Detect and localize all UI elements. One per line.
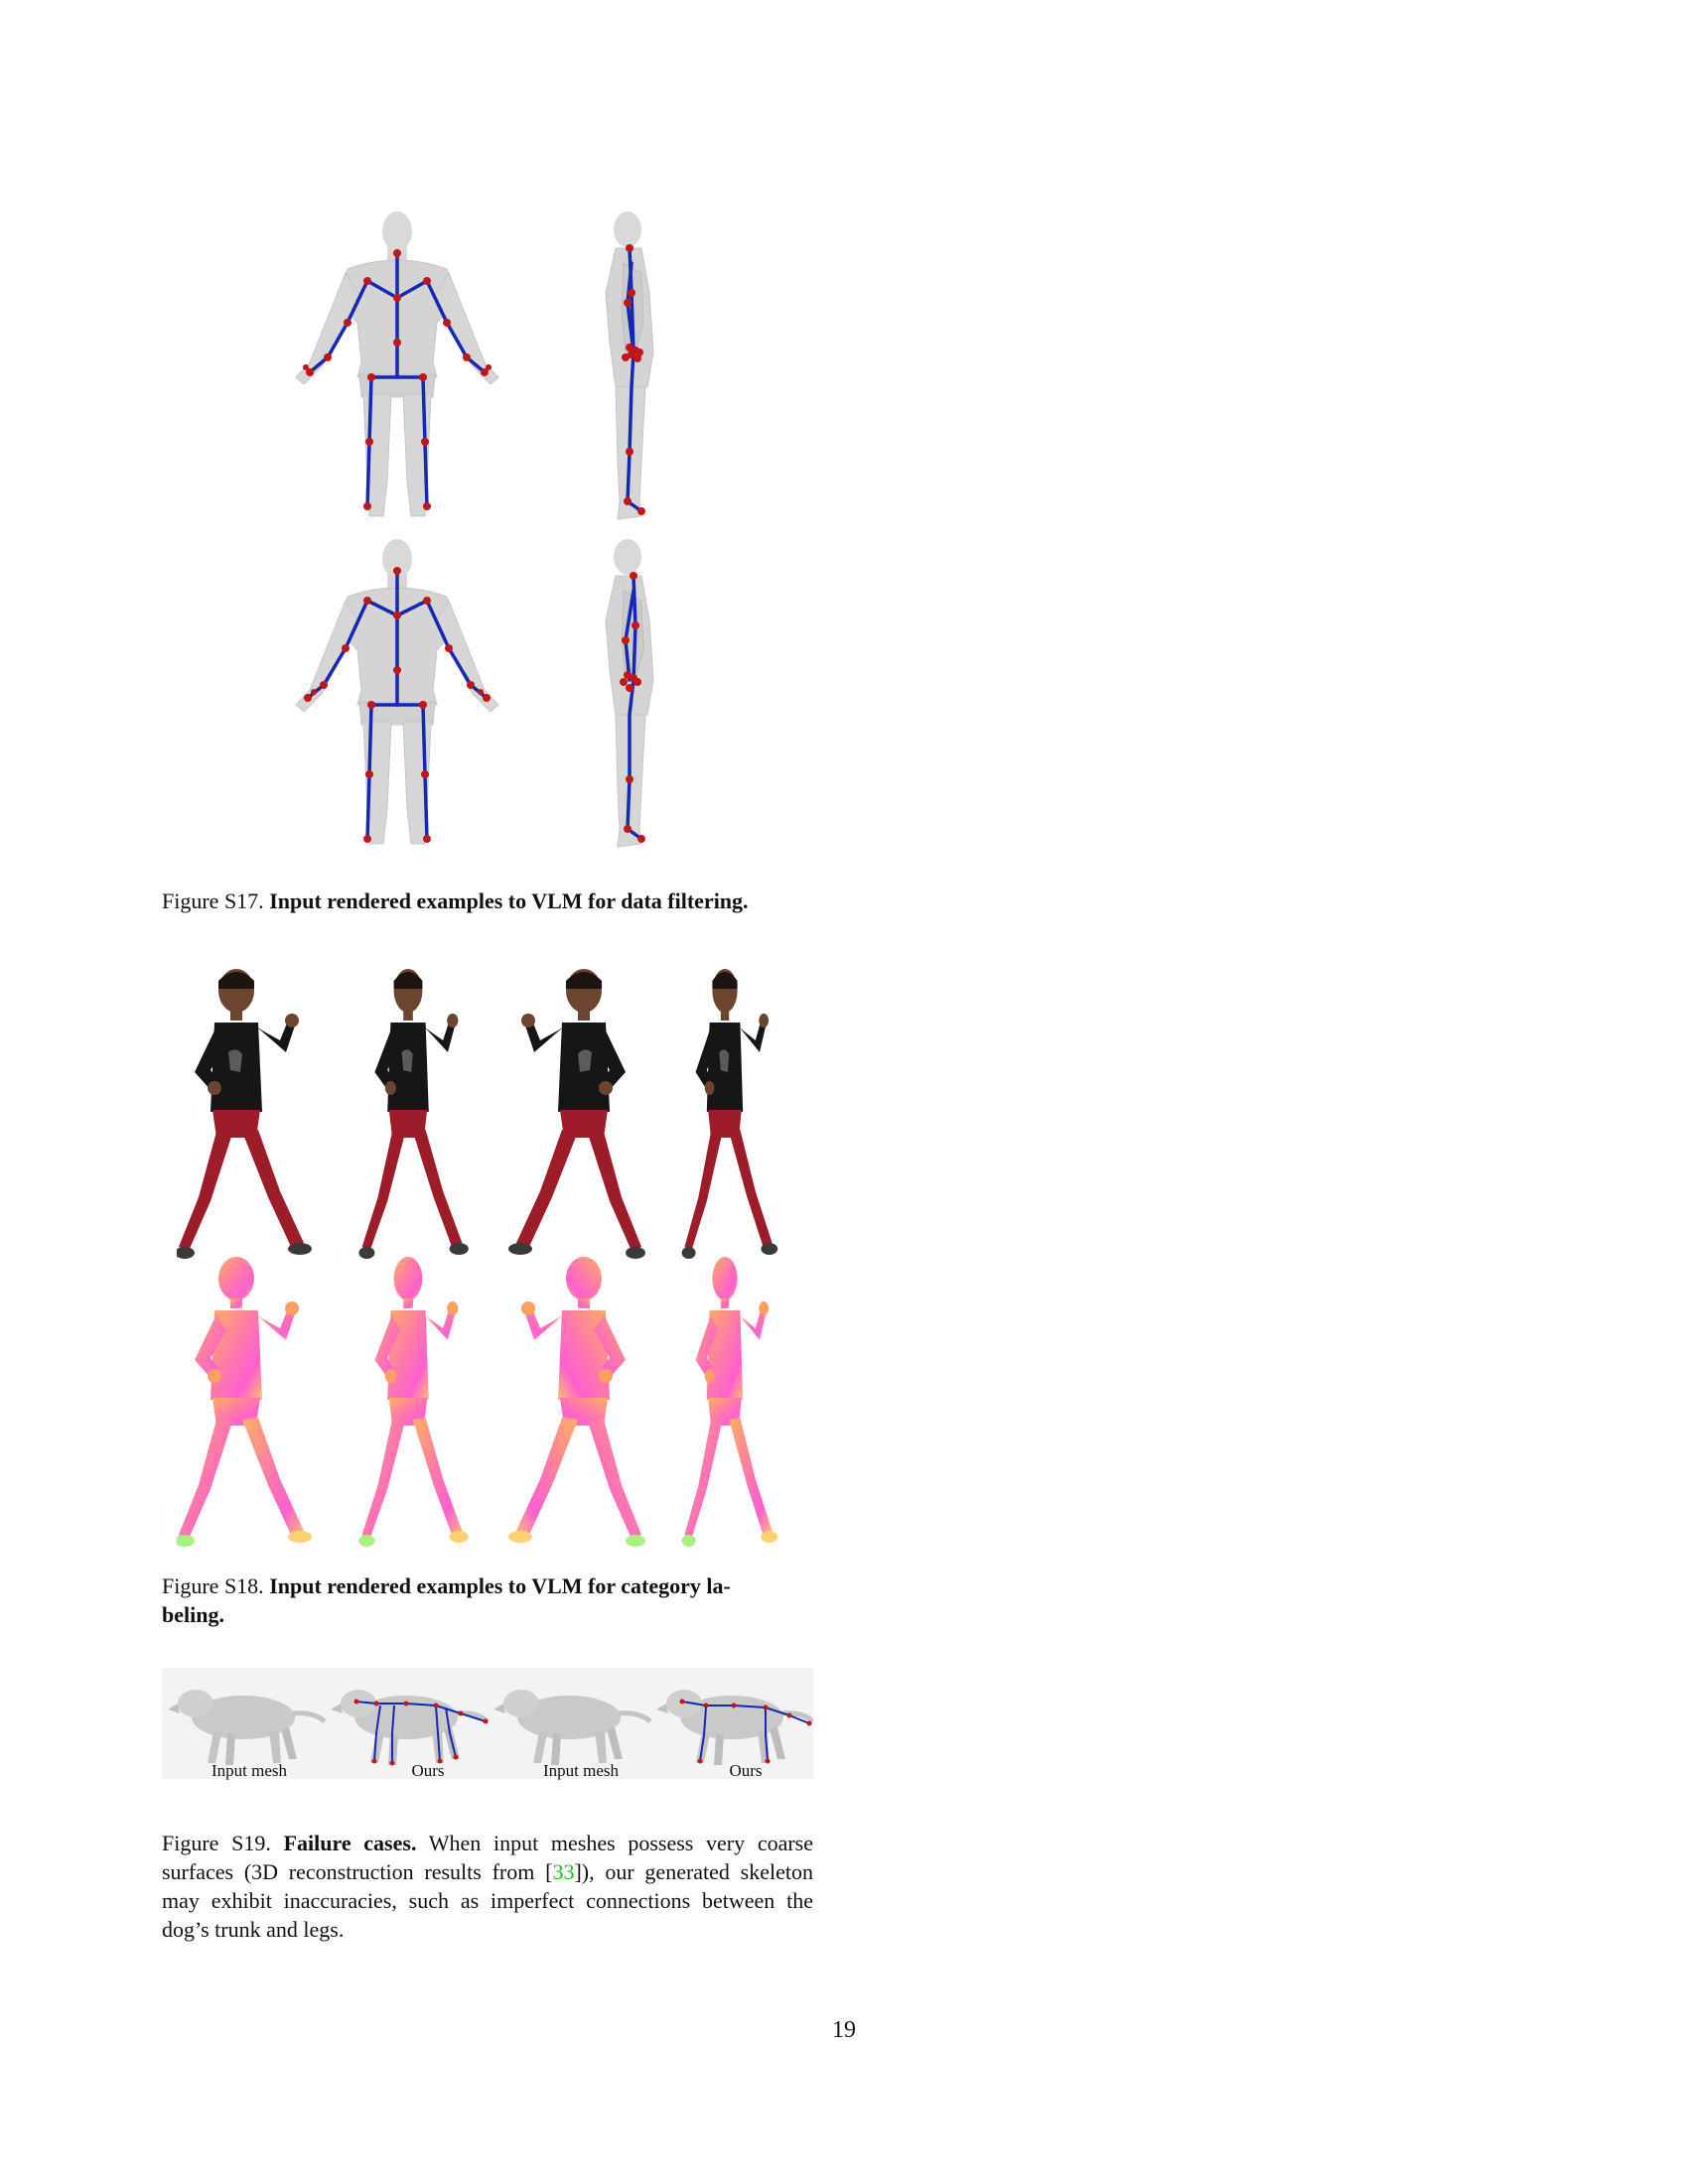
figure-s18-caption: Figure S18. Input rendered examples to V… [162,1571,813,1629]
figure-s19-image [162,1668,813,1779]
s17-front-mesh-bottom [295,538,499,845]
figure-s17-image [295,210,654,848]
citation-link[interactable]: 33 [552,1859,575,1884]
s19-label-ours-1: Ours [411,1761,445,1780]
figure-s18-title-line1: Input rendered examples to VLM for categ… [269,1573,731,1598]
figure-s19-title: Failure cases. [283,1831,417,1855]
figure-s17-prefix: Figure S17. [162,888,264,913]
s18-textured-view-4 [681,969,778,1259]
figure-s18-image [177,969,778,1547]
page-number: 19 [832,2017,856,2043]
figure-s17-caption: Figure S17. Input rendered examples to V… [162,887,813,915]
s19-label-input-mesh-1: Input mesh [211,1761,288,1780]
s18-normal-view-1 [177,1257,312,1547]
s18-textured-view-2 [358,969,469,1259]
s18-normal-view-4 [681,1257,778,1547]
s19-ours-1 [331,1690,489,1766]
s18-normal-view-3 [508,1257,645,1547]
figure-s19-text-a: When input meshes possess very coarse su… [162,1831,813,1884]
s18-textured-view-1 [177,969,312,1259]
s17-side-mesh-top [605,210,654,520]
figure-s17-title: Input rendered examples to VLM for data … [269,888,749,913]
figure-s19-text-b: ]), our generated skeleton may exhibit i… [162,1859,813,1942]
s18-textured-view-3 [508,969,645,1259]
figure-s19-prefix: Figure S19. [162,1831,271,1855]
figure-s18-prefix: Figure S18. [162,1573,264,1598]
s19-ours-2 [656,1690,813,1765]
s19-label-input-mesh-2: Input mesh [542,1761,620,1780]
s17-front-mesh-top [295,210,499,517]
s17-side-mesh-bottom [605,538,654,848]
figure-s19-caption: Figure S19. Failure cases. When input me… [162,1829,813,1944]
s19-label-ours-2: Ours [729,1761,763,1780]
s18-normal-view-2 [358,1257,469,1547]
figure-s18-title-line2: beling. [162,1602,224,1627]
